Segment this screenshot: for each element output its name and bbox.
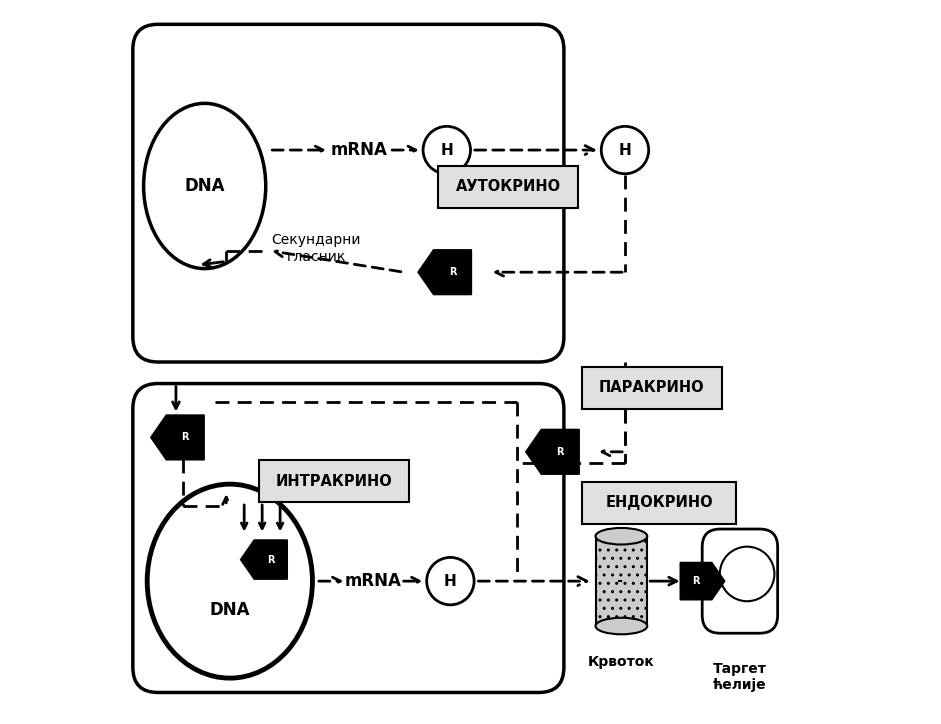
Text: Секундарни
гласник: Секундарни гласник (271, 233, 360, 264)
Text: R: R (267, 555, 275, 565)
Text: H: H (440, 143, 454, 158)
Text: R: R (556, 447, 564, 457)
Polygon shape (151, 415, 204, 460)
Bar (596, 536, 647, 626)
FancyBboxPatch shape (133, 25, 564, 362)
Text: R: R (449, 267, 456, 277)
Ellipse shape (596, 618, 647, 634)
Polygon shape (241, 540, 287, 579)
Text: H: H (444, 573, 456, 589)
Text: mRNA: mRNA (345, 572, 402, 590)
Text: mRNA: mRNA (330, 141, 388, 159)
FancyBboxPatch shape (259, 460, 409, 502)
Text: ПАРАКРИНО: ПАРАКРИНО (599, 380, 705, 395)
Text: H: H (618, 143, 631, 158)
Ellipse shape (596, 528, 647, 544)
Text: DNA: DNA (210, 601, 250, 619)
Text: Таргет
ћелије: Таргет ћелије (713, 662, 767, 692)
FancyBboxPatch shape (439, 166, 579, 208)
Text: ЕНДОКРИНО: ЕНДОКРИНО (605, 495, 713, 510)
Text: DNA: DNA (184, 177, 225, 195)
Text: Крвоток: Крвоток (588, 654, 655, 669)
FancyBboxPatch shape (582, 367, 722, 409)
Polygon shape (680, 563, 725, 599)
Polygon shape (526, 429, 580, 474)
Text: R: R (693, 576, 700, 586)
FancyBboxPatch shape (133, 384, 564, 692)
Text: АУТОКРИНО: АУТОКРИНО (455, 180, 561, 194)
FancyBboxPatch shape (702, 529, 777, 634)
Text: ИНТРАКРИНО: ИНТРАКРИНО (276, 473, 392, 489)
FancyBboxPatch shape (582, 482, 736, 523)
Text: R: R (182, 432, 189, 442)
Polygon shape (418, 250, 471, 295)
